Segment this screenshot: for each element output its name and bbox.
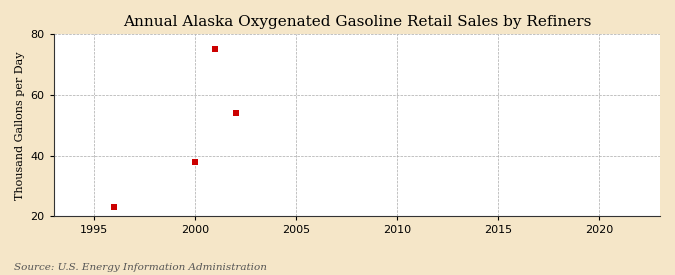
Text: Source: U.S. Energy Information Administration: Source: U.S. Energy Information Administ…: [14, 263, 267, 272]
Title: Annual Alaska Oxygenated Gasoline Retail Sales by Refiners: Annual Alaska Oxygenated Gasoline Retail…: [123, 15, 591, 29]
Point: [190, 160, 200, 164]
Point: [230, 111, 241, 115]
Y-axis label: Thousand Gallons per Day: Thousand Gallons per Day: [15, 51, 25, 200]
Point: [109, 205, 119, 209]
Point: [210, 47, 221, 52]
